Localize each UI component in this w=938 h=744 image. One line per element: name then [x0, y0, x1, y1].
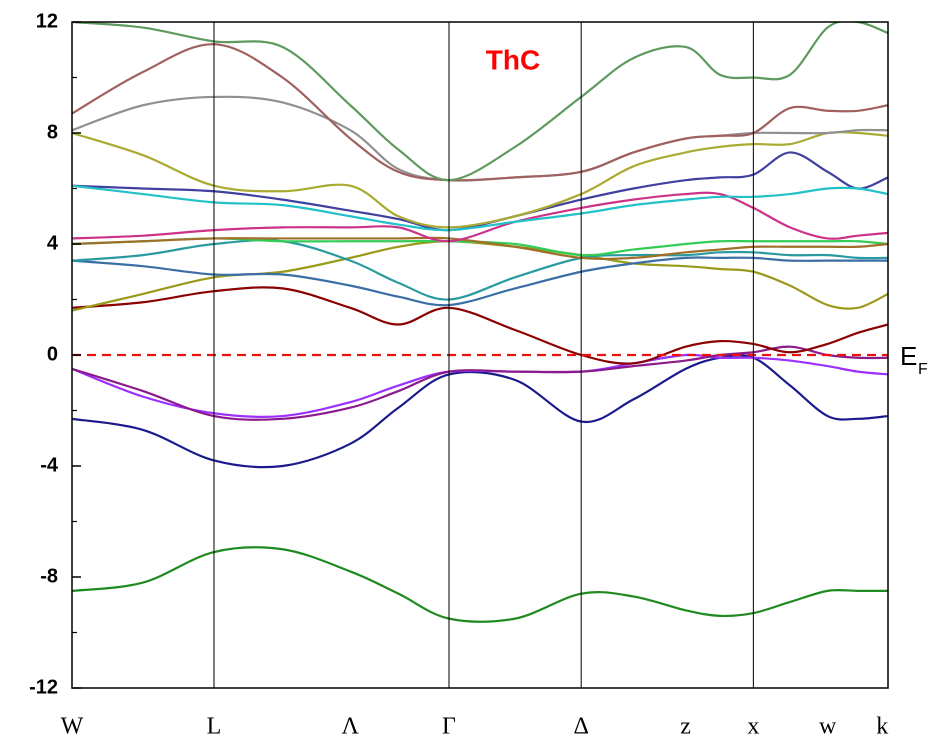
fermi-label: E: [900, 341, 917, 371]
x-tick-label: Λ: [342, 714, 360, 740]
band-line: [72, 256, 888, 307]
band-line: [72, 354, 888, 469]
x-tick-label: Δ: [573, 714, 588, 740]
band-line: [72, 237, 888, 257]
band-line: [72, 184, 888, 232]
band-line: [72, 43, 888, 182]
y-tick-label: 0: [47, 343, 58, 365]
x-tick-label: x: [747, 714, 759, 740]
x-tick-label: k: [876, 714, 888, 740]
y-tick-label: 8: [47, 121, 58, 143]
band-line: [72, 191, 888, 243]
plot-area: [72, 22, 888, 623]
x-tick-label: L: [207, 714, 222, 740]
x-tick-label: W: [61, 714, 84, 740]
band-line: [72, 345, 888, 421]
fermi-label-sub: F: [918, 361, 928, 378]
x-tick-label: Γ: [442, 714, 456, 740]
y-tick-label: -4: [40, 454, 59, 476]
band-line: [72, 151, 888, 232]
x-tick-label: w: [819, 714, 837, 740]
y-tick-label: -8: [40, 565, 58, 587]
band-line: [72, 236, 888, 261]
band-line: [72, 240, 888, 312]
y-tick-label: -12: [29, 676, 58, 698]
band-line: [72, 546, 888, 623]
band-line: [72, 22, 888, 182]
band-line: [72, 130, 888, 229]
x-tick-label: z: [680, 714, 691, 740]
y-tick-label: 12: [36, 10, 58, 32]
band-line: [72, 239, 888, 301]
y-tick-label: 4: [47, 232, 59, 254]
chart-title: ThC: [486, 44, 540, 75]
band-line: [72, 286, 888, 365]
